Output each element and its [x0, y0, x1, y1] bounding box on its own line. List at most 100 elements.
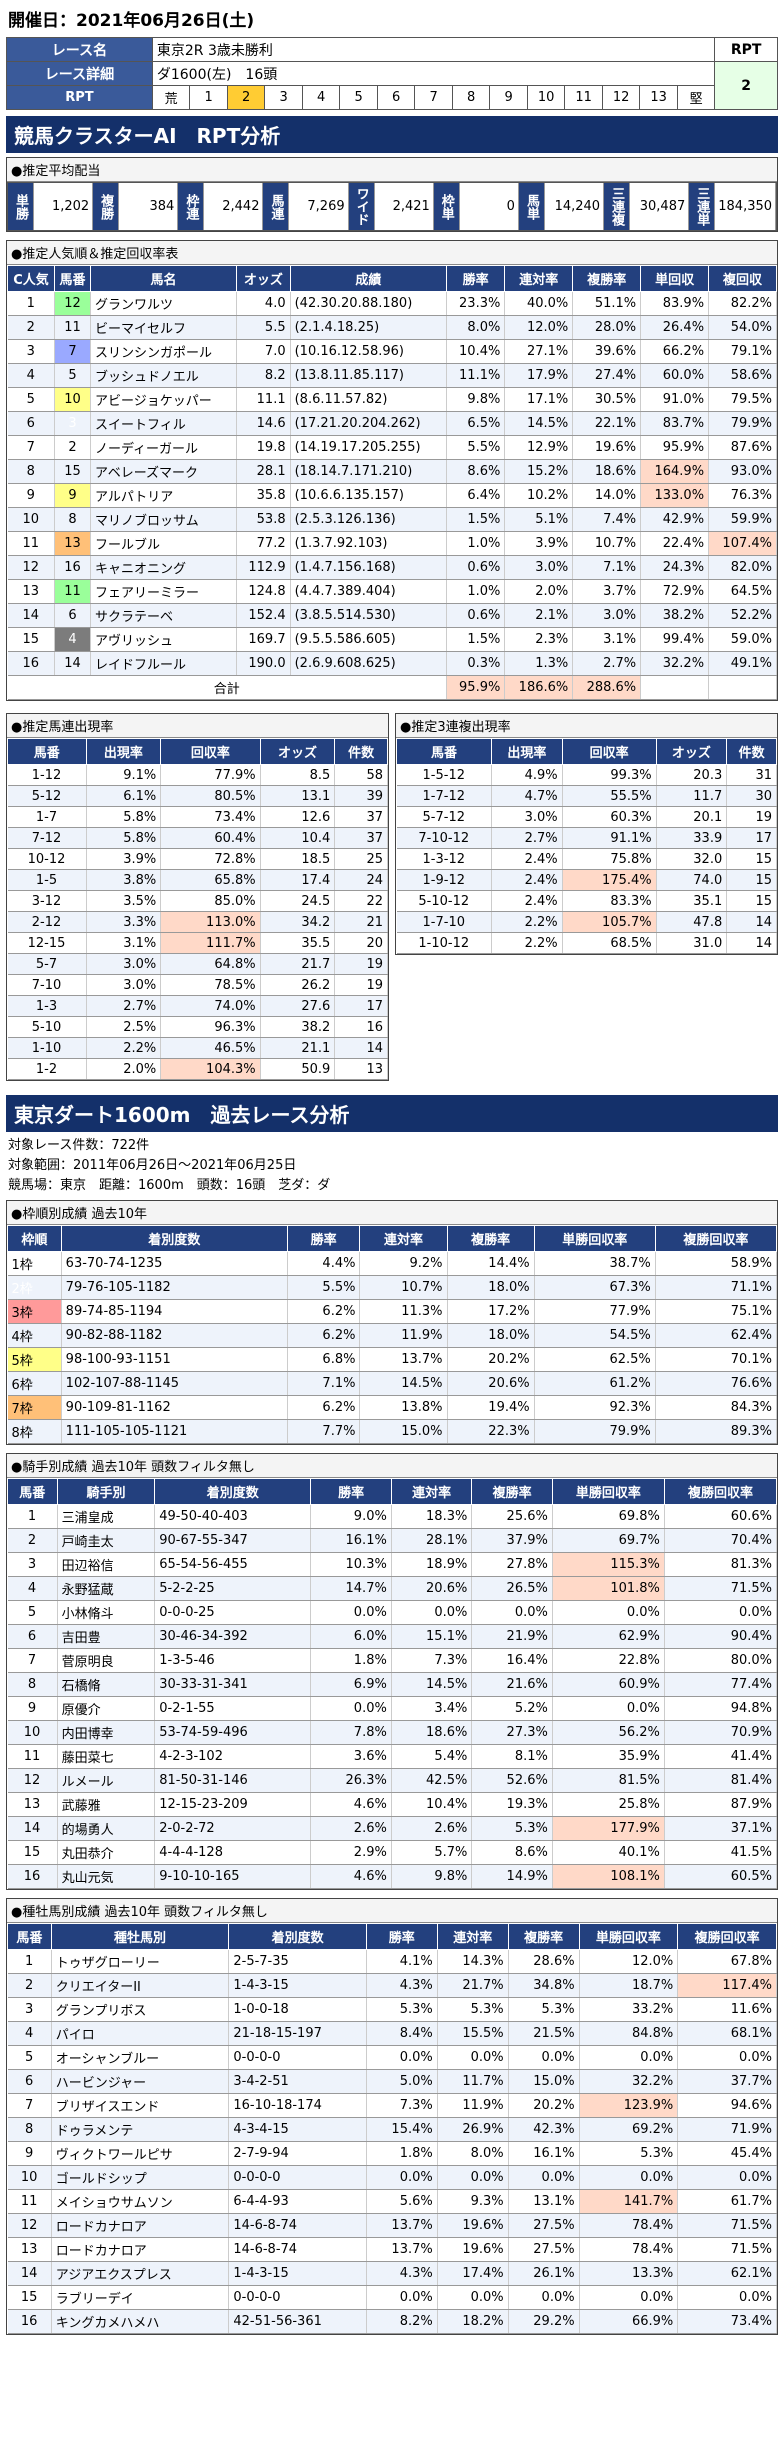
- cell: 8.6%: [471, 1840, 553, 1865]
- table-row: 3-12 3.5% 85.0% 24.5 22: [7, 890, 388, 912]
- cell: 69.8%: [552, 1504, 665, 1529]
- table-row: 2-12 3.3% 113.0% 34.2 21: [7, 911, 388, 933]
- rpt-scale-cell: 11: [564, 85, 603, 110]
- cell: 4.6%: [310, 1792, 392, 1817]
- record: (4.4.7.389.404): [290, 579, 448, 604]
- cell: 5.4%: [391, 1744, 473, 1769]
- table-row: 8枠 111-105-105-1121 7.7% 15.0% 22.3% 79.9% 89.…: [7, 1419, 778, 1444]
- rate: 42.9%: [640, 507, 710, 532]
- cell: 68.5%: [562, 932, 657, 954]
- cell: 20.2%: [508, 2093, 580, 2118]
- cell: 15: [726, 869, 777, 891]
- cell: 6.2%: [287, 1299, 361, 1324]
- column-header: 複勝率: [471, 1478, 553, 1505]
- cell: 37.7%: [677, 2069, 777, 2094]
- race-date: 開催日：2021年06月26日(土): [8, 11, 255, 31]
- cell: 98-100-93-1151: [61, 1347, 288, 1372]
- cell: 108.1%: [552, 1864, 665, 1889]
- column-header: 複回収: [708, 265, 777, 292]
- table-row: 7-10 3.0% 78.5% 26.2 19: [7, 974, 388, 996]
- payout-label: 馬連: [263, 183, 290, 230]
- cell: 20.6%: [391, 1576, 473, 1601]
- waku-title: ●枠順別成績 過去10年: [7, 1201, 777, 1225]
- waku-label: 5枠: [7, 1347, 62, 1372]
- table-row: 14 6 サクラテーベ 152.4 (3.8.5.514.530) 0.6% 2.1% 3.0…: [7, 603, 777, 628]
- umaren-box: ●推定馬連出現率 馬番 出現率 回収率 オッズ 件数 1-12 9.1% 77.9% 8.5 5…: [6, 713, 389, 1081]
- cell: 7.8%: [310, 1720, 392, 1745]
- table-row: 1-3 2.7% 74.0% 27.6 17: [7, 995, 388, 1017]
- table-row: 2 戸崎圭太 90-67-55-347 16.1% 28.1% 37.9% 69.7% 70.…: [7, 1528, 778, 1553]
- cell: 武藤雅: [57, 1792, 156, 1817]
- cell: 4.7%: [491, 785, 563, 807]
- cell: 田辺裕信: [57, 1552, 156, 1577]
- table-row: 16 キングカメハメハ 42-51-56-361 8.2% 18.2% 29.2% 66.9…: [7, 2309, 777, 2334]
- column-header: 馬番: [54, 265, 91, 292]
- odds: 53.8: [236, 507, 291, 532]
- popularity-table: C人気 馬番 馬名 オッズ 成績 勝率 連対率 複勝率 単回収 複回収 1 12 グランワルツ 4.0(…: [7, 265, 777, 700]
- odds: 5.5: [236, 315, 291, 340]
- cell: 19.3%: [471, 1792, 553, 1817]
- cell: 1.8%: [366, 2141, 438, 2166]
- rate: 27.4%: [572, 363, 642, 388]
- cell: 37.1%: [664, 1816, 778, 1841]
- cell: 25: [334, 848, 388, 870]
- rate: 79.9%: [708, 411, 777, 436]
- cell: 12.0%: [579, 1949, 679, 1974]
- cell: ドゥラメンテ: [51, 2117, 230, 2142]
- cell: 6.2%: [287, 1323, 361, 1348]
- table-row: 9 原優介 0-2-1-55 0.0% 3.4% 5.2% 0.0% 94.8%: [7, 1696, 778, 1721]
- rate: 99.4%: [640, 627, 710, 652]
- cell: 7-10: [7, 974, 87, 996]
- column-header: 連対率: [390, 1478, 473, 1505]
- table-row: 1-3-12 2.4% 75.8% 32.0 15: [396, 848, 777, 870]
- payout-value: 184,350: [715, 183, 777, 230]
- rate: 1.5%: [446, 627, 506, 652]
- race-detail-label: レース詳細: [6, 61, 153, 86]
- horse-name: レイドフルール: [90, 651, 238, 676]
- cell: 4.1%: [366, 1949, 438, 1974]
- cell: 21-18-15-197: [228, 2021, 367, 2046]
- record: (17.21.20.204.262): [290, 411, 448, 436]
- cell: 11.6%: [677, 1997, 777, 2022]
- popularity-rank: 2: [7, 315, 55, 340]
- rate: 1.3%: [504, 651, 574, 676]
- rate: 49.1%: [708, 651, 777, 676]
- rate: 107.4%: [708, 531, 777, 556]
- cell: 66.9%: [579, 2309, 679, 2334]
- cell: メイショウサムソン: [51, 2189, 230, 2214]
- cell: 9.8%: [391, 1864, 473, 1889]
- cell: 3-12: [7, 890, 87, 912]
- record: (2.1.4.18.25): [290, 315, 448, 340]
- cell: 0.0%: [366, 2165, 438, 2190]
- horse-name: スリンシンガポール: [90, 339, 238, 364]
- cell: 1-3: [7, 995, 87, 1017]
- sire-box: ●種牡馬別成績 過去10年 頭数フィルタ無し 馬番 種牡馬別 着別度数 勝率 連対率 複勝…: [6, 1898, 778, 2335]
- cell: 18.9%: [391, 1552, 473, 1577]
- cell: 戸崎圭太: [57, 1528, 156, 1553]
- cell: 13.1: [260, 785, 336, 807]
- cell: 12: [7, 1768, 58, 1793]
- cell: 0.0%: [579, 2045, 679, 2070]
- column-header: 着別度数: [228, 1923, 367, 1950]
- cell: 19.6%: [437, 2213, 509, 2238]
- popularity-rank: 12: [7, 555, 55, 580]
- cell: 90-67-55-347: [154, 1528, 312, 1553]
- cell: 60.3%: [562, 806, 657, 828]
- table-row: 12 ロードカナロア 14-6-8-74 13.7% 19.6% 27.5% 78.4% 71…: [7, 2213, 777, 2238]
- rate: 38.2%: [640, 603, 710, 628]
- cell: 0-2-1-55: [154, 1696, 312, 1721]
- cell: 61.2%: [534, 1371, 656, 1396]
- rate: 1.0%: [446, 579, 506, 604]
- jockey-title: ●騎手別成績 過去10年 頭数フィルタ無し: [7, 1454, 777, 1478]
- cell: 14.5%: [391, 1672, 473, 1697]
- cell: 56.2%: [552, 1720, 665, 1745]
- umaren-table: 馬番 出現率 回収率 オッズ 件数 1-12 9.1% 77.9% 8.5 58 5-12 6.1%…: [7, 738, 388, 1080]
- cell: ブリザイスエンド: [51, 2093, 230, 2118]
- cell: 菅原明良: [57, 1648, 156, 1673]
- rate: 7.1%: [572, 555, 642, 580]
- cell: 4-2-3-102: [154, 1744, 312, 1769]
- table-row: 7-10-12 2.7% 91.1% 33.9 17: [396, 827, 777, 849]
- odds: 14.6: [236, 411, 291, 436]
- table-row: 14 的場勇人 2-0-2-72 2.6% 2.6% 5.3% 177.9% 37.1%: [7, 1816, 778, 1841]
- column-header: オッズ: [259, 738, 336, 765]
